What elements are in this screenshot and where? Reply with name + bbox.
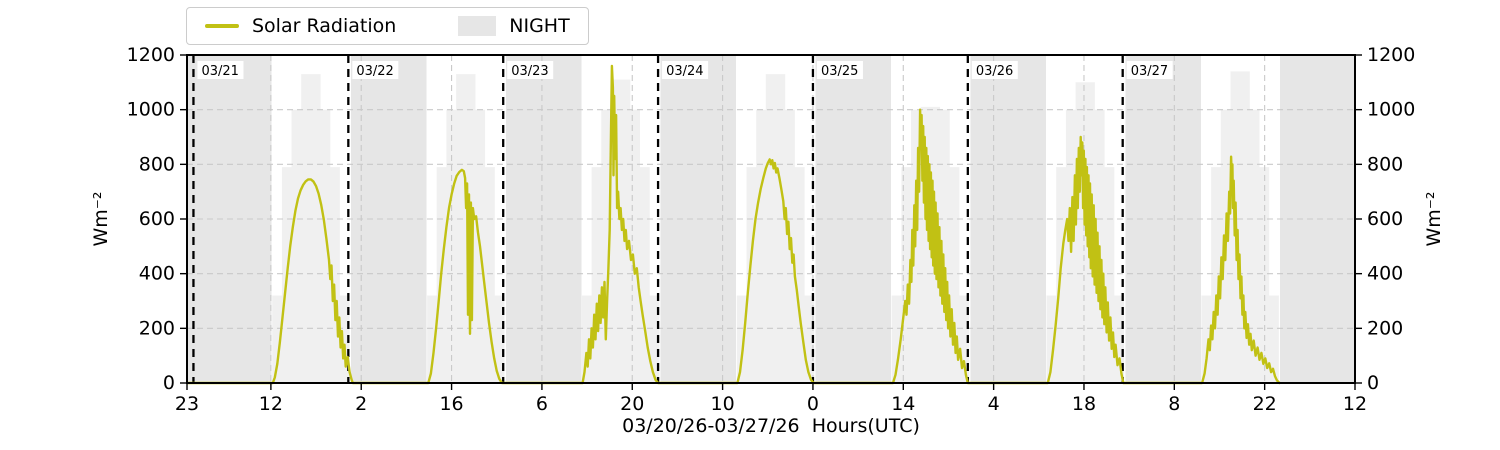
x-tick-label: 6 (536, 393, 548, 415)
day-label: 03/23 (511, 64, 548, 79)
y-tick-label-right: 1000 (1367, 99, 1415, 121)
clear-sky-steps (427, 74, 505, 383)
day-label-box (507, 61, 554, 79)
y-tick-label-left: 800 (139, 153, 175, 175)
day-label: 03/27 (1131, 64, 1168, 79)
x-tick-label: 10 (711, 393, 735, 415)
solar-radiation-line-swatch (205, 24, 239, 28)
day-label-box (816, 61, 863, 79)
x-axis-label: 03/20/26-03/27/26 Hours(UTC) (622, 415, 920, 437)
x-tick-label: 22 (1253, 393, 1277, 415)
y-tick-label-right: 800 (1367, 153, 1403, 175)
y-tick-label-left: 1200 (127, 44, 175, 66)
x-tick-label: 12 (1343, 393, 1367, 415)
y-tick-label-left: 600 (139, 208, 175, 230)
y-tick-label-right: 200 (1367, 317, 1403, 339)
legend: Solar Radiation NIGHT (186, 7, 589, 45)
day-label: 03/26 (976, 64, 1013, 79)
y-tick-label-left: 400 (139, 263, 175, 285)
clear-sky-steps (1201, 71, 1279, 384)
x-tick-label: 14 (891, 393, 915, 415)
day-label-box (1126, 61, 1173, 79)
y-tick-label-right: 400 (1367, 263, 1403, 285)
x-tick-label: 2 (355, 393, 367, 415)
day-label-box (197, 61, 244, 79)
y-tick-label-left: 200 (139, 317, 175, 339)
legend-label-night: NIGHT (509, 15, 570, 37)
x-tick-label: 8 (1168, 393, 1180, 415)
day-label-box (662, 61, 709, 79)
clear-sky-steps (736, 74, 815, 383)
y-tick-label-left: 0 (163, 372, 175, 394)
x-tick-label: 0 (807, 393, 819, 415)
x-tick-label: 16 (439, 393, 463, 415)
solar-radiation-line (185, 64, 1281, 385)
day-label-box (352, 61, 399, 79)
y-axis-label-left: Wm⁻² (90, 191, 112, 247)
y-tick-label-left: 1000 (127, 99, 175, 121)
day-label-box (971, 61, 1018, 79)
day-label: 03/25 (821, 64, 858, 79)
y-tick-label-right: 600 (1367, 208, 1403, 230)
y-tick-label-right: 1200 (1367, 44, 1415, 66)
night-patch-swatch (458, 16, 497, 36)
x-tick-label: 12 (259, 393, 283, 415)
x-tick-label: 20 (620, 393, 644, 415)
y-axis-label-right: Wm⁻² (1423, 191, 1445, 247)
legend-label-solar: Solar Radiation (252, 15, 397, 37)
clear-sky-steps (272, 74, 350, 383)
day-label: 03/21 (201, 64, 238, 79)
day-label: 03/22 (356, 64, 393, 79)
x-tick-label: 4 (988, 393, 1000, 415)
x-tick-label: 23 (175, 393, 199, 415)
y-tick-label-right: 0 (1367, 372, 1379, 394)
x-tick-label: 18 (1072, 393, 1096, 415)
day-label: 03/24 (666, 64, 703, 79)
